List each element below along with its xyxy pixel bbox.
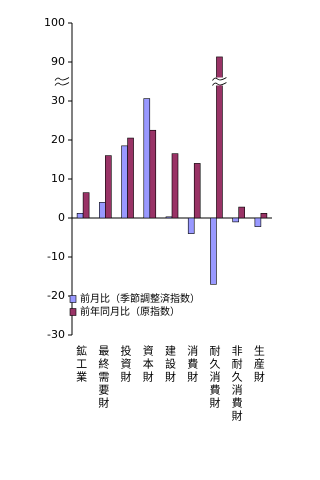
axis-break-line bbox=[212, 82, 227, 86]
bar bbox=[121, 145, 128, 219]
axis-break-line bbox=[54, 77, 70, 81]
bar bbox=[193, 163, 201, 219]
x-tick-label: 最終需要財 bbox=[97, 345, 110, 410]
x-tick-label: 建設財 bbox=[164, 344, 177, 384]
bar bbox=[82, 192, 90, 219]
x-tick-label: 消費財 bbox=[186, 344, 199, 384]
bar bbox=[260, 213, 268, 219]
bar bbox=[149, 129, 157, 219]
x-tick-label: 生産財 bbox=[252, 344, 265, 384]
bar bbox=[216, 56, 223, 219]
bar bbox=[238, 206, 245, 219]
y-tick-label: -10 bbox=[47, 250, 65, 263]
axis-break bbox=[214, 77, 225, 86]
y-tick-label: -30 bbox=[47, 328, 65, 341]
axis-break-line bbox=[212, 77, 227, 81]
y-tick-label: 20 bbox=[51, 133, 65, 146]
legend-swatch bbox=[69, 295, 77, 303]
bar bbox=[171, 153, 179, 219]
legend-label: 前年同月比（原指数） bbox=[80, 305, 180, 318]
x-tick-label: 資本財 bbox=[141, 345, 154, 384]
bar bbox=[127, 137, 134, 219]
axis-break bbox=[57, 77, 67, 86]
bar bbox=[210, 217, 217, 285]
y-tick-label: 100 bbox=[44, 16, 65, 29]
bar bbox=[99, 202, 106, 219]
bar bbox=[165, 216, 173, 219]
x-tick-label: 投資財 bbox=[119, 344, 132, 384]
bar bbox=[105, 155, 112, 219]
axis-break-line bbox=[54, 82, 70, 86]
bar bbox=[232, 217, 239, 223]
y-tick-label: -20 bbox=[47, 289, 65, 302]
bar bbox=[187, 217, 195, 234]
legend-swatch bbox=[69, 308, 77, 316]
bar bbox=[254, 217, 262, 227]
legend-label: 前月比（季節調整済指数） bbox=[80, 292, 200, 305]
chart: -30 -20 -10 0 10 20 30 90 100 鉱工業 最終需要財 投資財 資本財 建設財 消費… bbox=[44, 16, 272, 423]
y-tick-label: 10 bbox=[51, 172, 65, 185]
bar bbox=[76, 213, 84, 219]
x-tick-label: 鉱工業 bbox=[75, 344, 88, 384]
x-tick-label: 耐久消費財 bbox=[208, 345, 221, 410]
bar bbox=[143, 98, 151, 219]
y-tick-label: 30 bbox=[51, 94, 65, 107]
x-tick-label: 非耐久消費財 bbox=[230, 345, 243, 423]
y-tick-label: 0 bbox=[58, 211, 65, 224]
y-tick-label: 90 bbox=[51, 55, 65, 68]
